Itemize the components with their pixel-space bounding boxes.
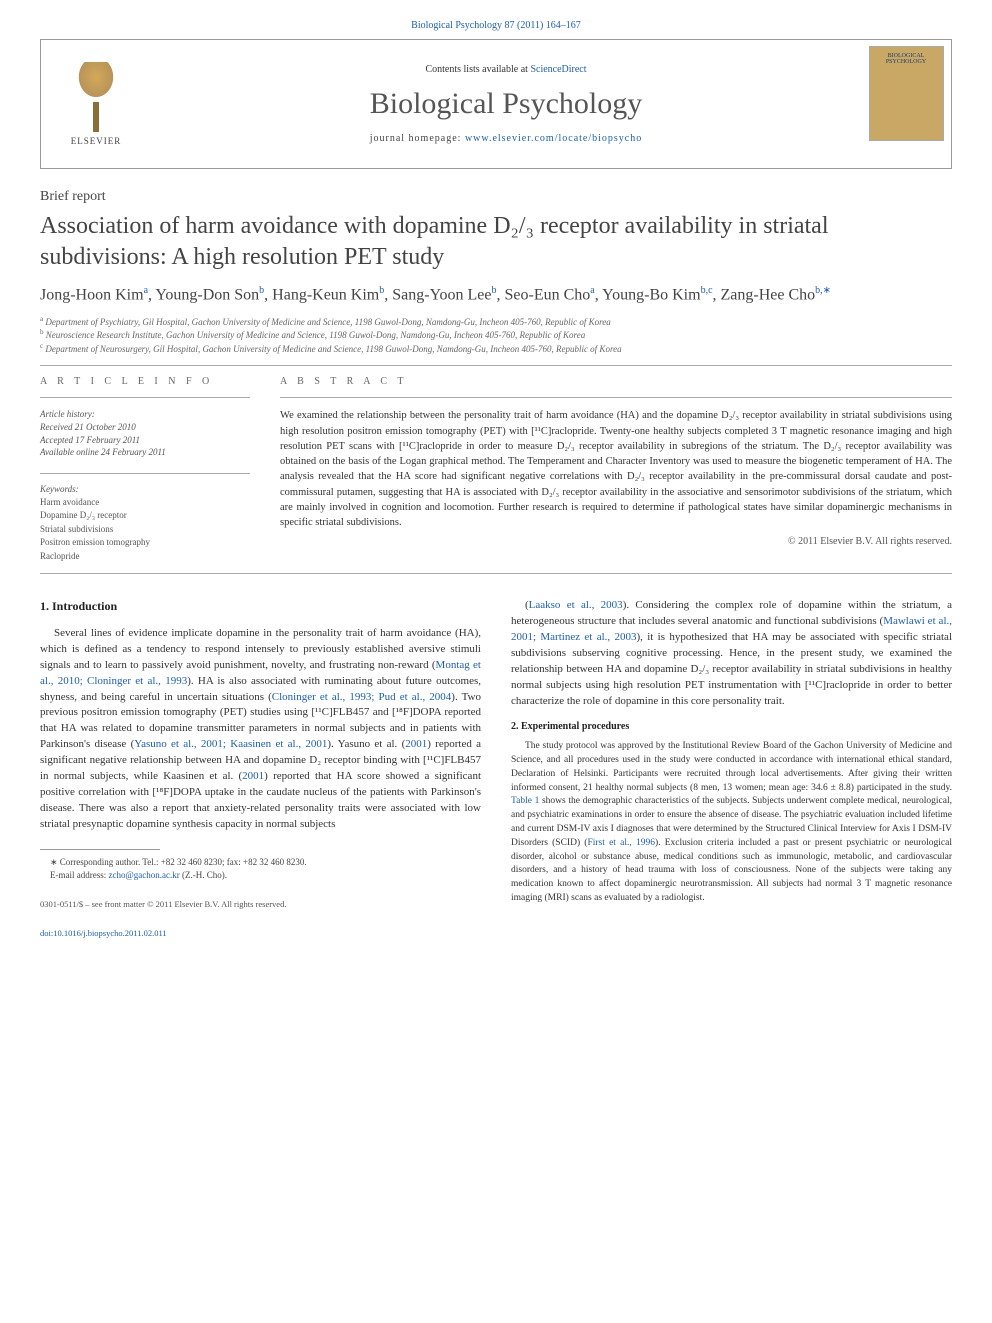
publisher-logo-area: ELSEVIER <box>41 40 151 168</box>
elsevier-logo: ELSEVIER <box>56 54 136 154</box>
footnote-separator <box>40 849 160 850</box>
divider <box>40 573 952 574</box>
keywords-list: Harm avoidanceDopamine D₂/₃ receptorStri… <box>40 496 250 564</box>
abstract-copyright: © 2011 Elsevier B.V. All rights reserved… <box>280 536 952 547</box>
body-two-columns: 1. Introduction Several lines of evidenc… <box>40 598 952 939</box>
article-info-column: a r t i c l e i n f o Article history: R… <box>40 376 250 563</box>
right-column: (Laakso et al., 2003). Considering the c… <box>511 598 952 939</box>
journal-cover-thumbnail: BIOLOGICAL PSYCHOLOGY <box>869 46 944 141</box>
contents-available-line: Contents lists available at ScienceDirec… <box>425 64 586 75</box>
authors-line: Jong-Hoon Kima, Young-Don Sonb, Hang-Keu… <box>40 285 952 304</box>
issn-copyright: 0301-0511/$ – see front matter © 2011 El… <box>40 899 481 910</box>
intro-paragraph-1: Several lines of evidence implicate dopa… <box>40 626 481 833</box>
journal-ref-link[interactable]: Biological Psychology 87 (2011) 164–167 <box>411 20 581 31</box>
divider <box>280 397 952 398</box>
divider <box>40 365 952 366</box>
journal-homepage-link[interactable]: www.elsevier.com/locate/biopsycho <box>465 133 642 144</box>
journal-title: Biological Psychology <box>370 87 643 121</box>
abstract-text: We examined the relationship between the… <box>280 408 952 530</box>
left-column: 1. Introduction Several lines of evidenc… <box>40 598 481 939</box>
header-center: Contents lists available at ScienceDirec… <box>151 40 861 168</box>
divider <box>40 397 250 398</box>
article-title: Association of harm avoidance with dopam… <box>40 211 952 273</box>
journal-homepage-line: journal homepage: www.elsevier.com/locat… <box>370 133 643 144</box>
article-info-label: a r t i c l e i n f o <box>40 376 250 387</box>
abstract-label: a b s t r a c t <box>280 376 952 387</box>
cover-label-2: PSYCHOLOGY <box>886 59 926 65</box>
intro-heading: 1. Introduction <box>40 598 481 615</box>
article-history: Article history: Received 21 October 201… <box>40 408 250 458</box>
doi-line: doi:10.1016/j.biopsycho.2011.02.011 <box>40 928 481 939</box>
divider <box>40 473 250 474</box>
methods-paragraph: The study protocol was approved by the I… <box>511 740 952 905</box>
email-footnote: E-mail address: zcho@gachon.ac.kr (Z.-H.… <box>40 869 481 882</box>
info-abstract-row: a r t i c l e i n f o Article history: R… <box>40 376 952 563</box>
doi-link[interactable]: doi:10.1016/j.biopsycho.2011.02.011 <box>40 928 167 938</box>
journal-reference: Biological Psychology 87 (2011) 164–167 <box>40 20 952 31</box>
email-link[interactable]: zcho@gachon.ac.kr <box>108 870 179 880</box>
abstract-column: a b s t r a c t We examined the relation… <box>280 376 952 563</box>
corresponding-author-footnote: ∗ Corresponding author. Tel.: +82 32 460… <box>40 856 481 869</box>
methods-heading: 2. Experimental procedures <box>511 720 952 735</box>
cover-thumb-area: BIOLOGICAL PSYCHOLOGY <box>861 40 951 168</box>
article-type: Brief report <box>40 189 952 205</box>
sciencedirect-link[interactable]: ScienceDirect <box>530 64 586 75</box>
affiliations: a Department of Psychiatry, Gil Hospital… <box>40 315 952 356</box>
elsevier-tree-icon <box>66 62 126 132</box>
publisher-name: ELSEVIER <box>71 136 122 146</box>
intro-paragraph-2: (Laakso et al., 2003). Considering the c… <box>511 598 952 710</box>
journal-header: ELSEVIER Contents lists available at Sci… <box>40 39 952 169</box>
keywords-label: Keywords: <box>40 484 250 494</box>
